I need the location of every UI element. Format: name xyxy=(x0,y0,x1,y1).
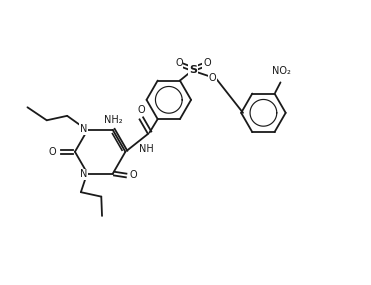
Text: NH₂: NH₂ xyxy=(104,115,123,125)
Text: O: O xyxy=(49,147,56,157)
Text: N: N xyxy=(80,169,87,179)
Text: NH: NH xyxy=(139,144,154,154)
Text: S: S xyxy=(189,65,197,75)
Text: O: O xyxy=(209,73,216,83)
Text: NO₂: NO₂ xyxy=(272,66,290,76)
Text: N: N xyxy=(80,124,87,134)
Text: O: O xyxy=(203,58,211,68)
Text: O: O xyxy=(130,170,138,180)
Text: O: O xyxy=(175,58,183,68)
Text: O: O xyxy=(138,105,145,115)
